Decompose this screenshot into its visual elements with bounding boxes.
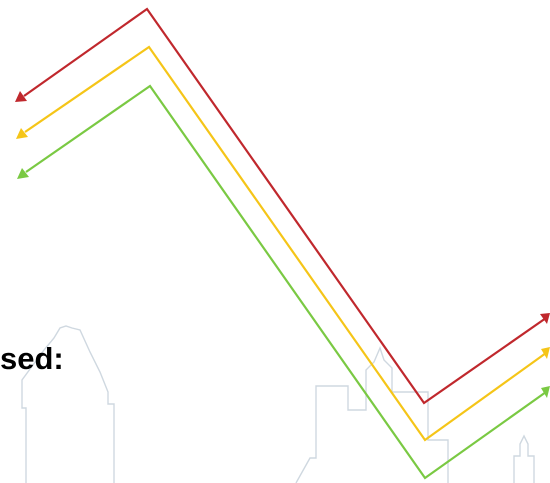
skyline-right-spire xyxy=(513,434,535,483)
green-zigzag-arrow xyxy=(17,84,550,480)
red-arrow-right-head xyxy=(540,313,550,324)
yellow-arrow-path xyxy=(24,45,547,442)
green-arrow-left-head xyxy=(17,168,29,179)
red-arrow-left-head xyxy=(15,91,27,102)
yellow-arrow-left-head xyxy=(16,128,28,139)
green-arrow-path xyxy=(25,84,547,480)
skyline-outline xyxy=(21,325,535,483)
red-arrow-path xyxy=(23,7,547,405)
yellow-arrow-right-head xyxy=(541,347,550,359)
skyline-left-tower xyxy=(21,325,115,483)
skyline-center-buildings xyxy=(295,346,449,483)
red-zigzag-arrow xyxy=(15,7,550,405)
heading-fragment: sed: xyxy=(0,341,64,376)
yellow-zigzag-arrow xyxy=(16,45,550,442)
green-arrow-right-head xyxy=(541,386,550,398)
